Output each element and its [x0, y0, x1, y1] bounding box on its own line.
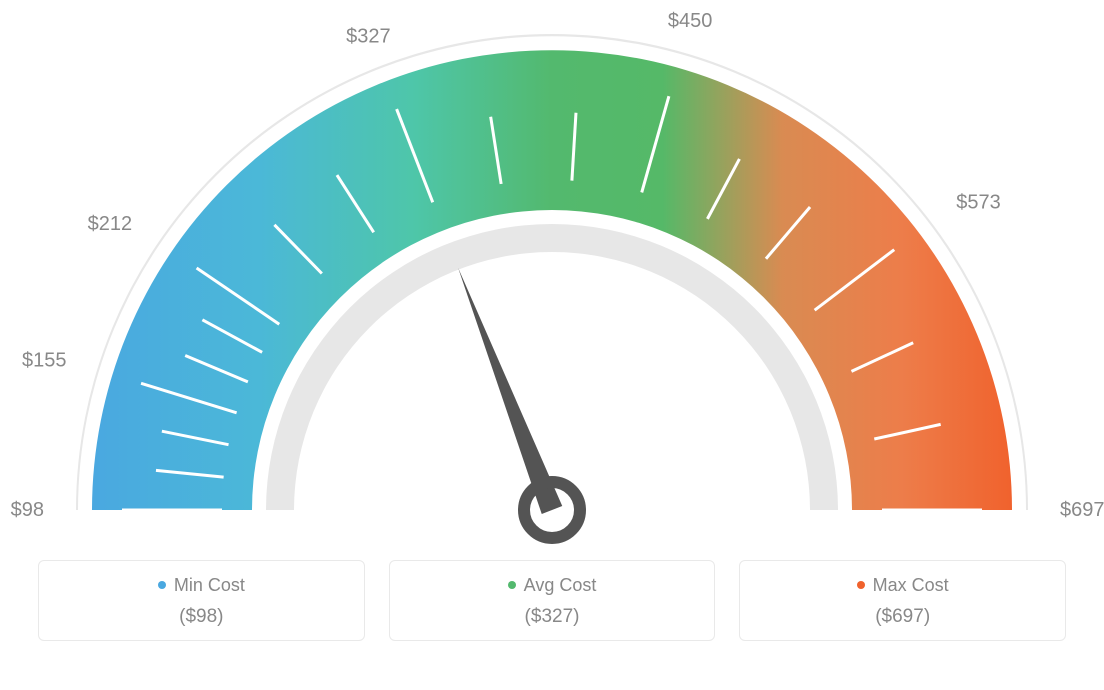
legend-card-min: Min Cost ($98): [38, 560, 365, 641]
legend-title-min: Min Cost: [47, 575, 356, 596]
legend-title-max-text: Max Cost: [873, 575, 949, 595]
legend-title-avg: Avg Cost: [398, 575, 707, 596]
legend-card-max: Max Cost ($697): [739, 560, 1066, 641]
legend-card-avg: Avg Cost ($327): [389, 560, 716, 641]
legend-dot-avg: [508, 581, 516, 589]
tick-label: $98: [11, 499, 44, 521]
legend-title-max: Max Cost: [748, 575, 1057, 596]
legend-dot-min: [158, 581, 166, 589]
legend-value-min: ($98): [47, 606, 356, 628]
tick-label: $327: [346, 25, 391, 47]
gauge-svg: $98 $155 $212 $327 $450 $573 $697: [0, 0, 1104, 560]
gauge-color-arc: [92, 50, 1012, 510]
legend-title-min-text: Min Cost: [174, 575, 245, 595]
tick-label: $450: [668, 10, 713, 32]
tick-label: $573: [956, 191, 1001, 213]
tick-label: $697: [1060, 499, 1104, 521]
legend-value-avg: ($327): [398, 606, 707, 628]
legend-title-avg-text: Avg Cost: [524, 575, 597, 595]
gauge-chart: $98 $155 $212 $327 $450 $573 $697: [0, 0, 1104, 560]
legend-row: Min Cost ($98) Avg Cost ($327) Max Cost …: [0, 560, 1104, 641]
tick-label: $212: [88, 213, 133, 235]
legend-dot-max: [857, 581, 865, 589]
legend-value-max: ($697): [748, 606, 1057, 628]
tick-label: $155: [22, 349, 67, 371]
